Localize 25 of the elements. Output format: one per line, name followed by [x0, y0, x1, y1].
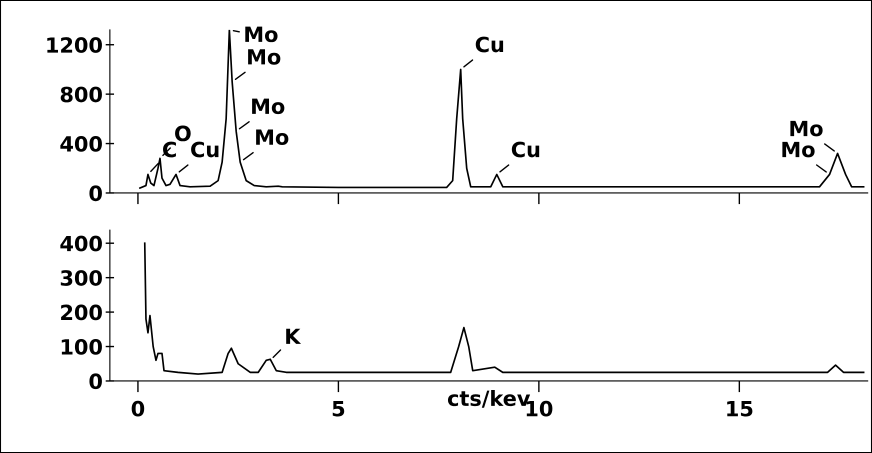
y-tick-label: 400	[60, 236, 102, 252]
annotation: Mo	[252, 98, 284, 114]
annotation: C	[163, 142, 176, 158]
annotation: K	[286, 328, 302, 344]
y-tick-label: 0	[89, 185, 102, 202]
y-tick-label: 200	[61, 304, 102, 320]
y-tick-label: 800	[60, 86, 102, 102]
y-tick-label: 400	[60, 136, 102, 152]
y-tick-label: 100	[62, 338, 102, 355]
annotation: O	[175, 126, 191, 142]
x-tick-label: 5	[332, 401, 344, 417]
y-tick-label: 0	[89, 373, 102, 390]
x-tick-label: 15	[727, 401, 752, 417]
annotation: Mo	[248, 49, 280, 65]
annotation: Cu	[512, 142, 540, 158]
line-series	[144, 242, 864, 375]
y-tick-label: 1200	[47, 37, 102, 53]
y-tick-label: 300	[60, 270, 102, 286]
annotation: Cu	[476, 36, 504, 52]
annotation: Mo	[790, 120, 823, 136]
annotation: Mo	[245, 26, 278, 42]
annotation: Cu	[191, 142, 218, 158]
annotation: Mo	[256, 130, 288, 146]
annotation: Mo	[782, 142, 815, 158]
x-tick-label: 0	[132, 400, 144, 417]
